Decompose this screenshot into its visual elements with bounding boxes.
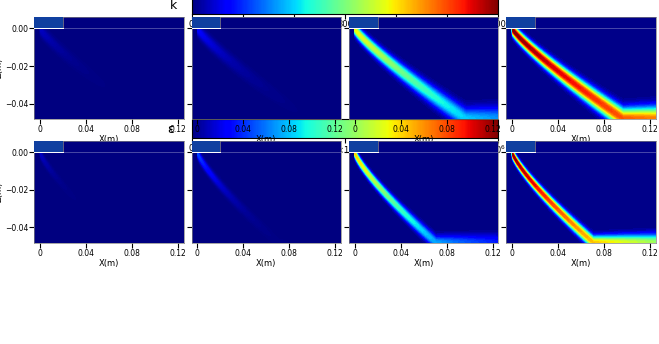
Y-axis label: Z(m): Z(m): [0, 58, 3, 78]
Text: ε: ε: [167, 123, 174, 136]
Bar: [192, 141, 220, 152]
X-axis label: X(m): X(m): [99, 259, 119, 268]
Y-axis label: Z(m): Z(m): [0, 182, 3, 202]
X-axis label: X(m): X(m): [571, 259, 591, 268]
Bar: [34, 141, 63, 152]
Text: k: k: [170, 0, 177, 12]
Bar: [34, 17, 63, 29]
X-axis label: X(m): X(m): [256, 259, 277, 268]
X-axis label: X(m): X(m): [571, 135, 591, 144]
Bar: [506, 141, 535, 152]
Bar: [349, 17, 378, 29]
X-axis label: X(m): X(m): [413, 259, 434, 268]
Bar: [506, 17, 535, 29]
X-axis label: X(m): X(m): [256, 135, 277, 144]
Bar: [192, 17, 220, 29]
Bar: [349, 141, 378, 152]
X-axis label: X(m): X(m): [413, 135, 434, 144]
X-axis label: X(m): X(m): [99, 135, 119, 144]
